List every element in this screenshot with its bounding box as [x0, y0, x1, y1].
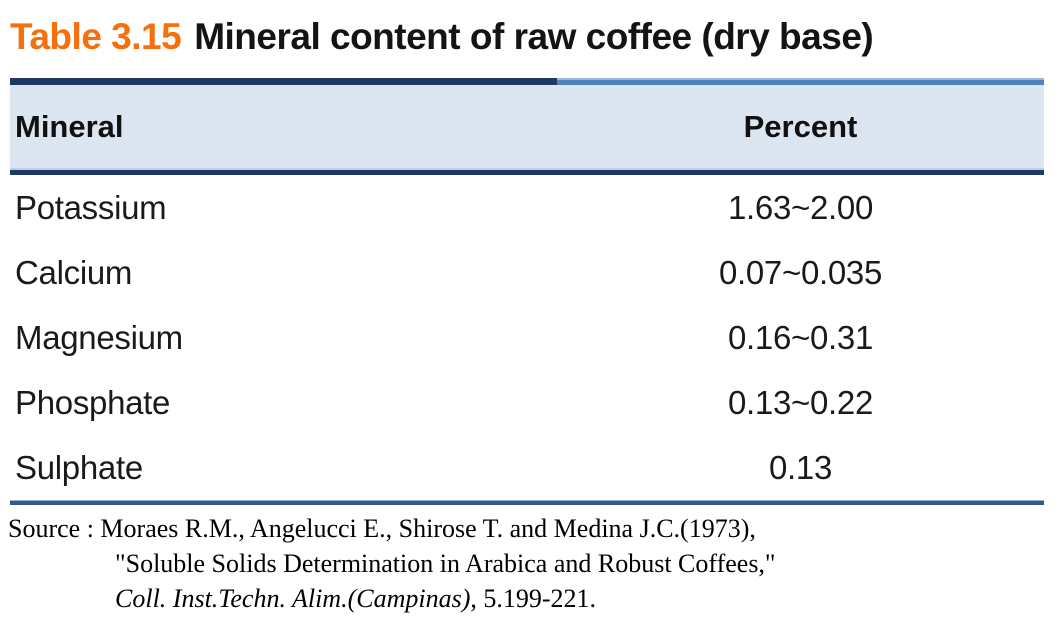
source-line-2: "Soluble Solids Determination in Arabica… — [115, 549, 776, 578]
source-journal: Coll. Inst.Techn. Alim.(Campinas) — [115, 584, 471, 613]
table-number: Table 3.15 — [10, 16, 182, 57]
mineral-cell: Potassium — [15, 188, 167, 226]
table-row: Potassium 1.63~2.00 — [10, 175, 1044, 240]
table-top-border — [10, 78, 1044, 85]
mineral-cell: Magnesium — [15, 318, 183, 356]
mineral-table: Mineral Percent Potassium 1.63~2.00 Calc… — [10, 78, 1044, 505]
percent-cell: 0.13 — [768, 448, 833, 486]
column-header-mineral: Mineral — [15, 108, 124, 144]
mineral-cell: Sulphate — [15, 448, 143, 486]
column-header-percent: Percent — [743, 108, 858, 144]
mineral-cell: Calcium — [15, 253, 133, 291]
percent-cell: 0.07~0.035 — [718, 253, 883, 291]
table-bottom-border — [10, 500, 1044, 505]
source-line-1: Source : Moraes R.M., Angelucci E., Shir… — [8, 514, 756, 543]
percent-cell: 0.13~0.22 — [727, 383, 874, 421]
source-pages: , 5.199-221. — [470, 584, 597, 613]
source-note: Source : Moraes R.M., Angelucci E., Shir… — [8, 511, 1054, 616]
table-row: Calcium 0.07~0.035 — [10, 240, 1044, 305]
table-row: Sulphate 0.13 — [10, 435, 1044, 500]
table-caption: Mineral content of raw coffee (dry base) — [194, 16, 874, 57]
source-line-3: Coll. Inst.Techn. Alim.(Campinas), 5.199… — [8, 581, 1054, 616]
top-border-left-segment — [10, 78, 557, 85]
percent-cell: 0.16~0.31 — [727, 318, 874, 356]
table-row: Phosphate 0.13~0.22 — [10, 370, 1044, 435]
mineral-cell: Phosphate — [15, 383, 171, 421]
percent-cell: 1.63~2.00 — [727, 188, 874, 226]
table-row: Magnesium 0.16~0.31 — [10, 305, 1044, 370]
table-body: Potassium 1.63~2.00 Calcium 0.07~0.035 M… — [10, 175, 1044, 500]
table-header-row: Mineral Percent — [10, 85, 1044, 168]
top-border-right-segment — [557, 78, 1044, 85]
table-title: Table 3.15 Mineral content of raw coffee… — [10, 6, 874, 68]
header-bottom-border — [10, 168, 1044, 175]
